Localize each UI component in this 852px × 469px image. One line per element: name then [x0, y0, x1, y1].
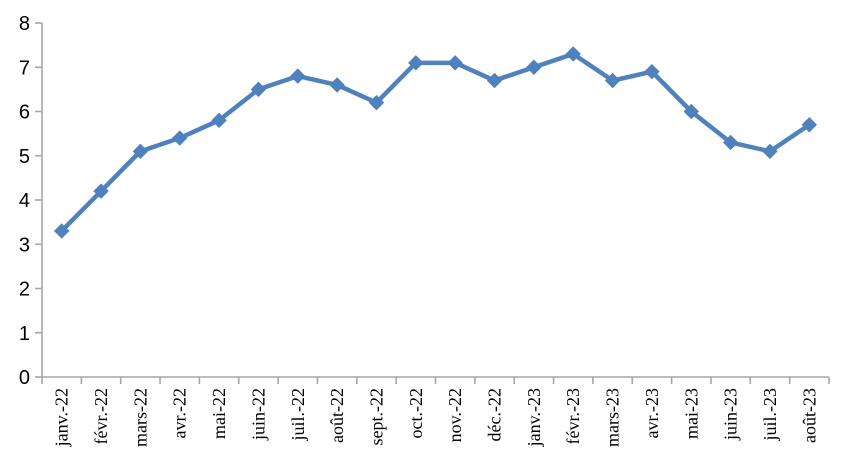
x-axis-tick-label: mars-22: [130, 388, 150, 447]
x-axis-tick-label: avr.-23: [642, 388, 662, 438]
data-point-marker: [604, 72, 621, 89]
data-point-marker: [368, 94, 385, 111]
data-point-marker: [565, 46, 581, 62]
data-point-marker: [486, 72, 503, 89]
x-axis-tick-label: févr.-23: [563, 388, 583, 444]
data-point-marker: [93, 183, 109, 199]
data-series-line: [59, 51, 812, 234]
data-point-marker: [53, 223, 70, 239]
data-point-marker: [408, 55, 424, 71]
data-point-marker: [290, 68, 306, 84]
x-axis-tick-label: avr.-22: [170, 388, 190, 438]
data-point-marker: [132, 143, 149, 160]
x-axis-tick-label: sept.-22: [366, 388, 386, 446]
data-point-marker: [447, 55, 463, 71]
y-axis-tick-label: 1: [19, 323, 30, 345]
data-point-marker: [722, 134, 739, 151]
y-axis-tick-label: 4: [19, 190, 30, 212]
data-point-marker: [801, 117, 818, 133]
data-point-marker: [762, 143, 778, 160]
y-axis-tick-label: 3: [19, 234, 30, 256]
data-point-marker: [172, 130, 188, 146]
x-axis-tick-label: mars-23: [603, 388, 623, 447]
data-point-marker: [526, 59, 542, 75]
x-axis-tick-label: nov.-22: [445, 388, 465, 442]
x-axis-tick-label: juil.-23: [760, 388, 780, 442]
x-axis-tick-label: juil.-22: [288, 388, 308, 442]
y-axis-tick-label: 7: [19, 57, 30, 79]
x-axis-tick-label: janv.-23: [524, 388, 544, 447]
x-axis-tick-label: déc.-22: [485, 388, 505, 441]
data-point-marker: [644, 63, 660, 80]
x-axis-tick-label: août-22: [327, 388, 347, 443]
y-axis-tick-label: 5: [19, 146, 30, 168]
data-point-marker: [683, 103, 699, 120]
x-axis-tick-label: mai-22: [209, 388, 229, 439]
x-axis-tick-label: juin-23: [721, 388, 741, 441]
data-point-marker: [211, 112, 227, 129]
x-axis-tick-label: févr.-22: [91, 388, 111, 444]
data-point-marker: [329, 77, 345, 93]
y-axis-tick-label: 2: [19, 279, 30, 301]
x-axis-tick-label: mai-23: [681, 388, 701, 439]
y-axis-tick-label: 8: [19, 13, 30, 35]
x-axis-tick-label: juin-22: [248, 388, 268, 441]
x-axis-tick-label: oct.-22: [406, 388, 426, 438]
y-axis-tick-label: 6: [19, 102, 30, 124]
data-point-marker: [250, 81, 267, 98]
x-axis-tick-label: août-23: [799, 388, 819, 443]
y-axis-tick-label: 0: [19, 367, 30, 389]
x-axis-tick-label: janv.-22: [52, 388, 72, 447]
